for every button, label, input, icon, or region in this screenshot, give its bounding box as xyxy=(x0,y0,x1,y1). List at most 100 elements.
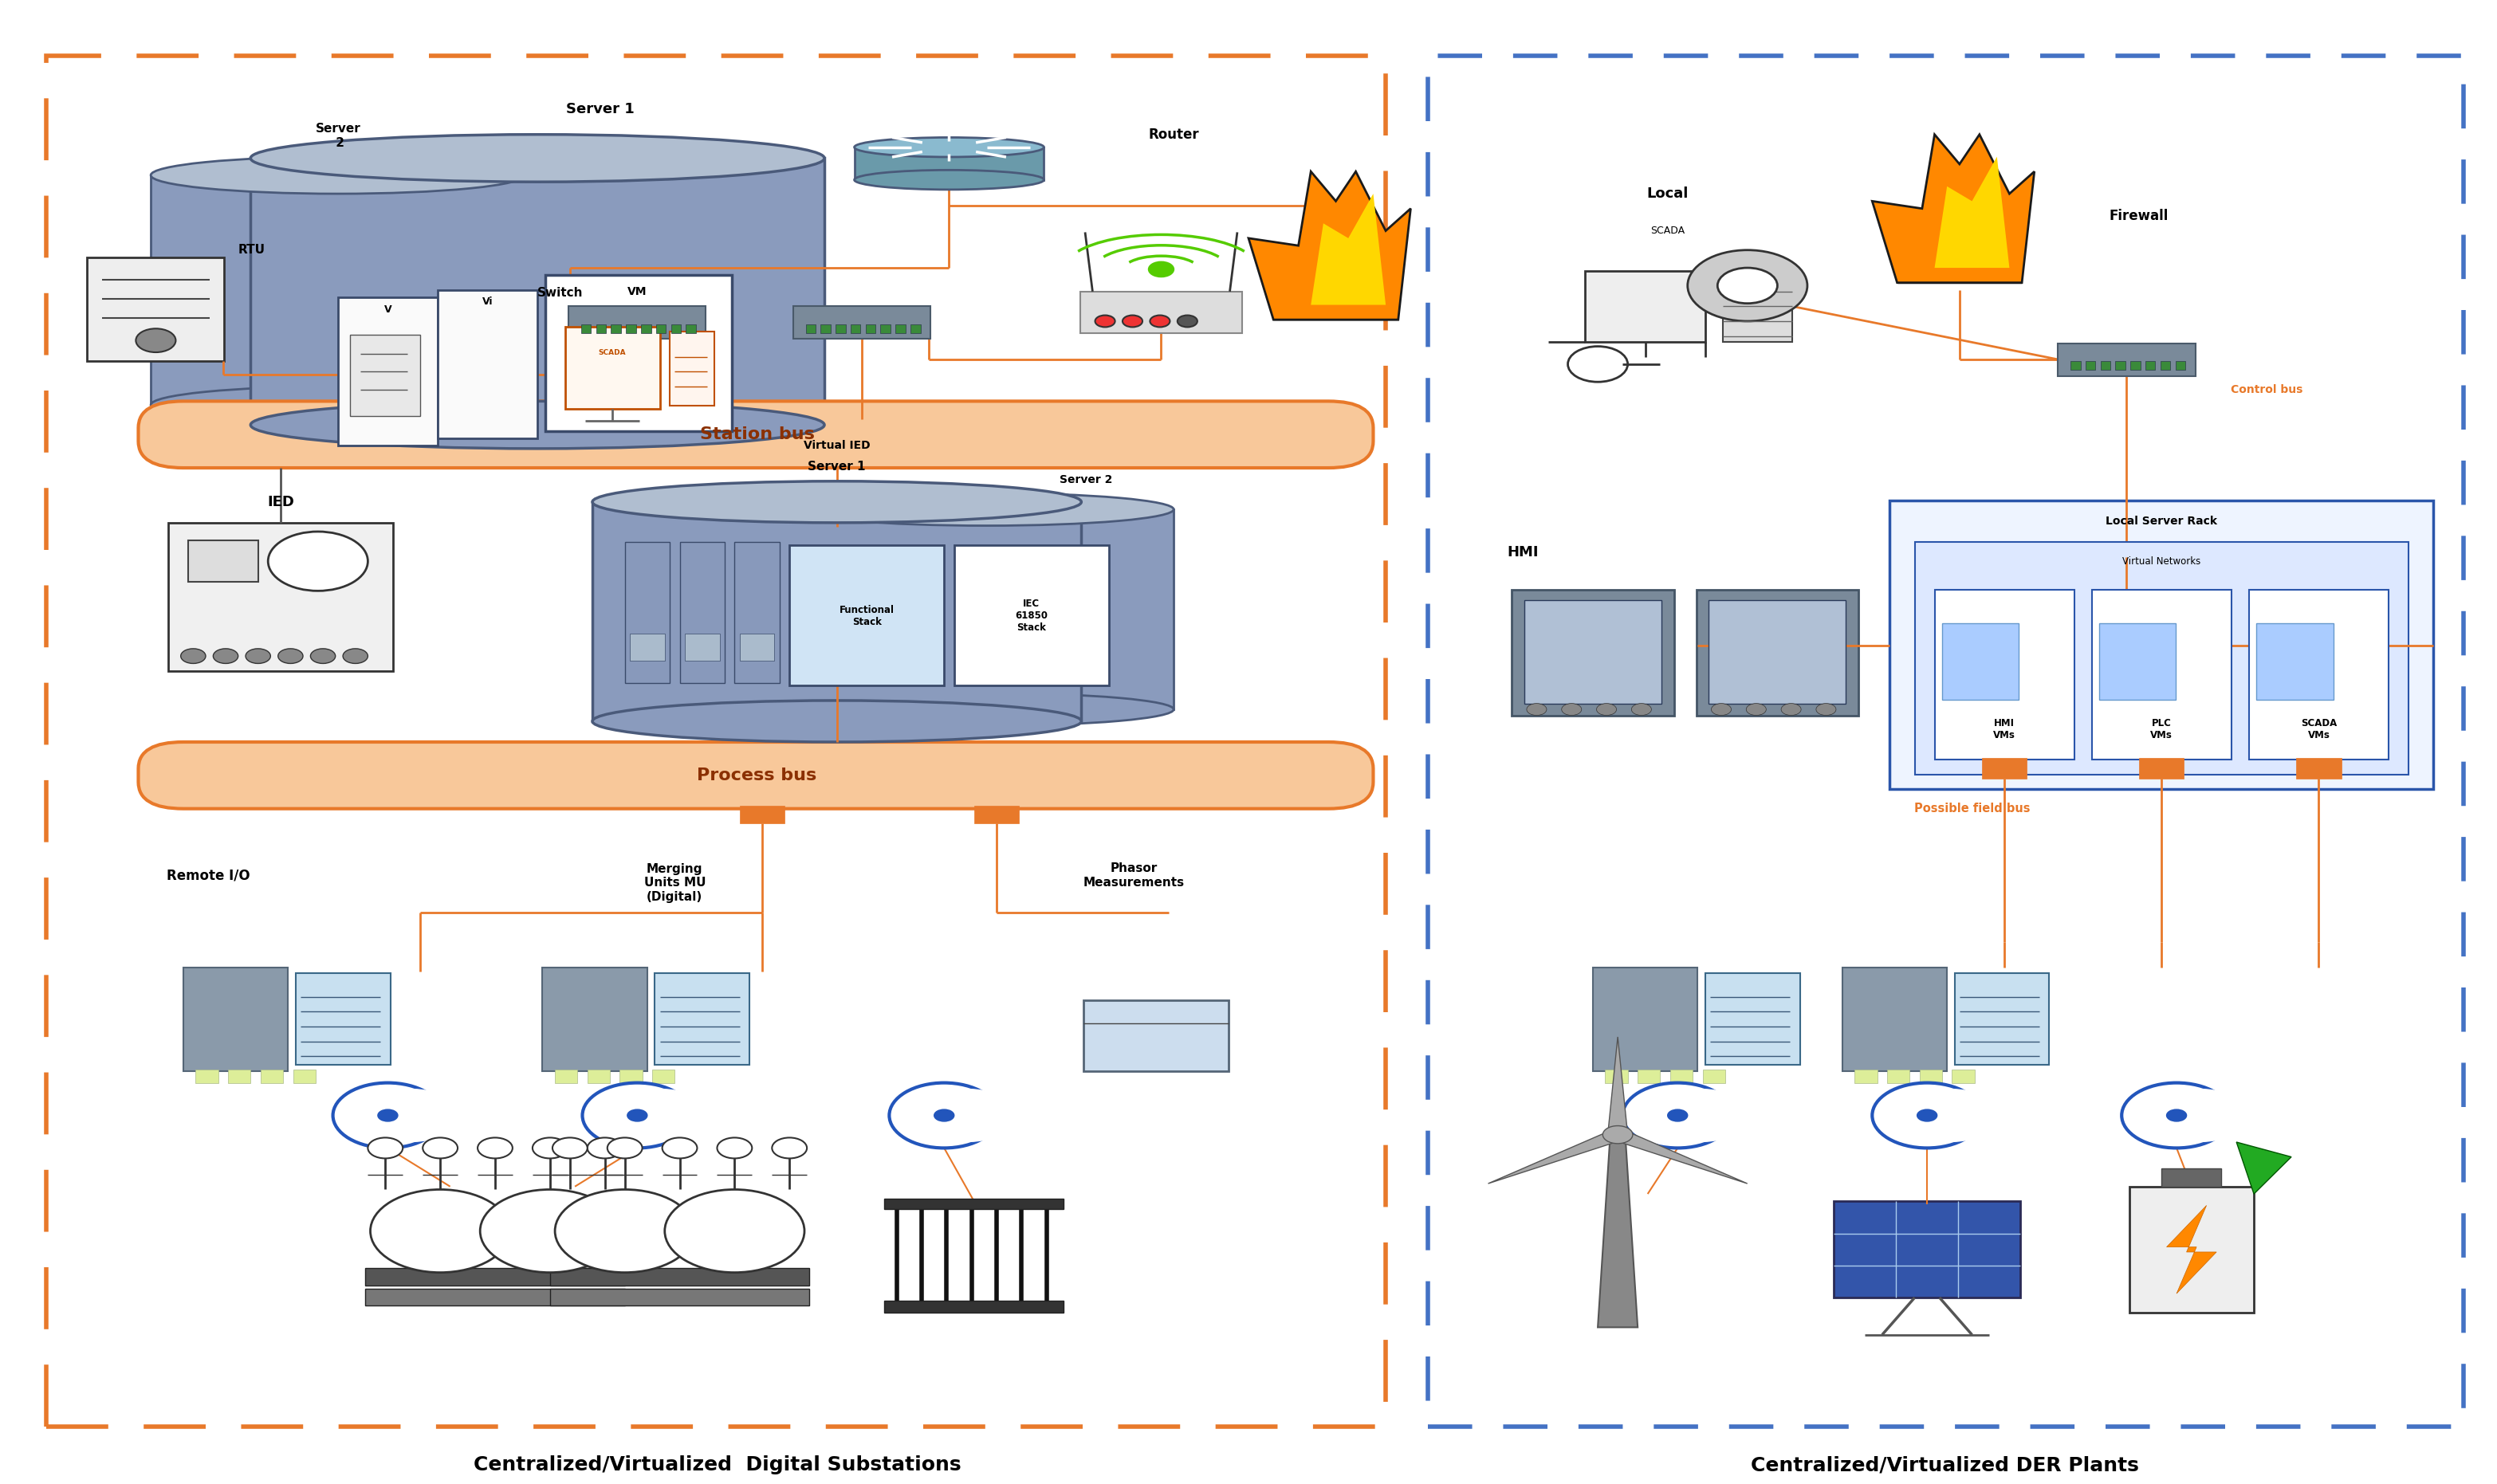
FancyBboxPatch shape xyxy=(866,324,876,332)
FancyBboxPatch shape xyxy=(822,324,832,332)
Circle shape xyxy=(1718,267,1778,303)
Polygon shape xyxy=(1598,1135,1638,1327)
FancyBboxPatch shape xyxy=(1898,217,2023,282)
Text: IED: IED xyxy=(267,494,295,509)
Text: Phasor
Measurements: Phasor Measurements xyxy=(1084,862,1184,889)
FancyBboxPatch shape xyxy=(292,1070,315,1083)
Circle shape xyxy=(554,1190,694,1272)
FancyBboxPatch shape xyxy=(1888,1070,1910,1083)
Circle shape xyxy=(617,1089,707,1143)
Circle shape xyxy=(2167,1110,2187,1122)
FancyBboxPatch shape xyxy=(260,1070,282,1083)
Text: IEC
61850
Stack: IEC 61850 Stack xyxy=(1016,600,1049,634)
FancyBboxPatch shape xyxy=(2070,361,2080,370)
FancyBboxPatch shape xyxy=(1695,589,1858,715)
Text: Server 1: Server 1 xyxy=(809,460,866,472)
Text: Virtual Networks: Virtual Networks xyxy=(2122,556,2200,567)
FancyBboxPatch shape xyxy=(250,159,824,424)
FancyBboxPatch shape xyxy=(1593,968,1698,1071)
Polygon shape xyxy=(2237,1143,2292,1195)
FancyBboxPatch shape xyxy=(227,1070,250,1083)
FancyBboxPatch shape xyxy=(2162,1169,2222,1187)
FancyBboxPatch shape xyxy=(544,275,732,430)
FancyBboxPatch shape xyxy=(2115,361,2125,370)
Circle shape xyxy=(479,1190,619,1272)
FancyBboxPatch shape xyxy=(549,1288,809,1304)
Circle shape xyxy=(552,1138,587,1159)
Text: Possible field bus: Possible field bus xyxy=(1915,803,2030,815)
Text: Router: Router xyxy=(1149,128,1199,141)
FancyBboxPatch shape xyxy=(669,331,714,405)
Text: Virtual IED: Virtual IED xyxy=(804,441,869,451)
Circle shape xyxy=(934,1110,954,1122)
Circle shape xyxy=(180,649,205,663)
FancyBboxPatch shape xyxy=(1703,1070,1725,1083)
FancyBboxPatch shape xyxy=(2085,361,2095,370)
FancyBboxPatch shape xyxy=(150,175,524,405)
Text: Server 1: Server 1 xyxy=(567,102,634,116)
Circle shape xyxy=(717,1138,752,1159)
Ellipse shape xyxy=(150,157,524,194)
FancyBboxPatch shape xyxy=(1833,1202,2020,1297)
FancyBboxPatch shape xyxy=(337,297,437,445)
FancyBboxPatch shape xyxy=(2130,1187,2255,1312)
Circle shape xyxy=(1561,703,1581,715)
Circle shape xyxy=(267,531,367,591)
FancyBboxPatch shape xyxy=(2058,343,2195,375)
Circle shape xyxy=(377,1110,397,1122)
Circle shape xyxy=(1631,703,1651,715)
Circle shape xyxy=(1815,703,1835,715)
FancyBboxPatch shape xyxy=(542,968,647,1071)
Polygon shape xyxy=(1613,1129,1748,1184)
FancyBboxPatch shape xyxy=(437,289,537,438)
Text: HMI
VMs: HMI VMs xyxy=(1993,718,2015,741)
Circle shape xyxy=(370,1190,509,1272)
Text: Centralized/Virtualized DER Plants: Centralized/Virtualized DER Plants xyxy=(1750,1456,2137,1475)
Text: Merging
Units MU
(Digital): Merging Units MU (Digital) xyxy=(644,862,707,902)
FancyBboxPatch shape xyxy=(365,1288,624,1304)
FancyBboxPatch shape xyxy=(1273,252,1398,319)
FancyBboxPatch shape xyxy=(1890,500,2435,789)
FancyBboxPatch shape xyxy=(1943,623,2020,700)
FancyBboxPatch shape xyxy=(582,324,592,332)
FancyBboxPatch shape xyxy=(167,522,392,671)
FancyBboxPatch shape xyxy=(794,306,931,338)
FancyBboxPatch shape xyxy=(657,324,667,332)
FancyBboxPatch shape xyxy=(2140,758,2185,779)
FancyBboxPatch shape xyxy=(554,1070,577,1083)
Circle shape xyxy=(1526,703,1546,715)
Polygon shape xyxy=(1608,1037,1628,1135)
Circle shape xyxy=(310,649,335,663)
Text: Local Server Rack: Local Server Rack xyxy=(2105,515,2217,527)
Ellipse shape xyxy=(592,481,1081,522)
FancyBboxPatch shape xyxy=(799,509,1174,709)
Text: Server
 2: Server 2 xyxy=(315,123,360,148)
Polygon shape xyxy=(1488,1129,1623,1184)
FancyBboxPatch shape xyxy=(672,324,682,332)
FancyBboxPatch shape xyxy=(569,306,707,338)
Circle shape xyxy=(1124,315,1144,326)
FancyBboxPatch shape xyxy=(836,324,846,332)
FancyBboxPatch shape xyxy=(2250,589,2390,760)
FancyBboxPatch shape xyxy=(2100,361,2110,370)
FancyBboxPatch shape xyxy=(549,1267,809,1285)
Circle shape xyxy=(587,1138,622,1159)
FancyBboxPatch shape xyxy=(851,324,861,332)
Circle shape xyxy=(1658,1089,1748,1143)
Text: Switch: Switch xyxy=(537,286,584,298)
Circle shape xyxy=(1710,703,1730,715)
Text: VM: VM xyxy=(627,286,647,297)
FancyBboxPatch shape xyxy=(592,502,1081,721)
FancyBboxPatch shape xyxy=(587,1070,609,1083)
FancyBboxPatch shape xyxy=(2297,758,2342,779)
FancyBboxPatch shape xyxy=(87,257,225,361)
FancyBboxPatch shape xyxy=(597,324,607,332)
Circle shape xyxy=(662,1138,697,1159)
Ellipse shape xyxy=(592,700,1081,742)
FancyBboxPatch shape xyxy=(1606,1070,1628,1083)
Circle shape xyxy=(664,1190,804,1272)
FancyBboxPatch shape xyxy=(739,806,784,824)
Circle shape xyxy=(212,649,237,663)
Polygon shape xyxy=(1935,157,2010,267)
FancyBboxPatch shape xyxy=(1670,1070,1693,1083)
